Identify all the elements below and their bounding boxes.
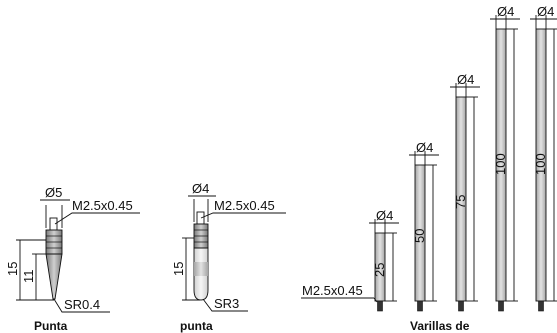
extension-rods-drawing: Ø4 25 Ø4 50 Ø4 75 Ø4 100 Ø4 100 xyxy=(369,4,557,312)
point-tip-diameter-label: Ø5 xyxy=(45,185,62,200)
point-tip-radius-label: SR0.4 xyxy=(64,297,100,312)
rod-length-label-1: 25 xyxy=(372,263,387,277)
ball-tip-thread xyxy=(196,211,205,225)
rod-thread-label: M2.5x0.45 xyxy=(302,283,363,298)
point-tip-total-length-label: 15 xyxy=(5,262,20,276)
rod-length-label-4: 100 xyxy=(493,153,508,175)
ball-tip-drawing: Ø4 M2.5x0.45 15 SR3 punta xyxy=(171,181,286,333)
rod-thread-2 xyxy=(417,300,423,312)
ball-tip-caption: punta xyxy=(180,319,213,333)
rod-diameter-label-4: Ø4 xyxy=(497,4,514,19)
rod-length-label-3: 75 xyxy=(453,195,468,209)
point-tip-cone-length-label: 11 xyxy=(21,270,36,284)
ball-tip-length-label: 15 xyxy=(171,262,186,276)
ball-tip-radius-label: SR3 xyxy=(214,296,239,311)
point-tip-thread-label: M2.5x0.45 xyxy=(72,198,133,213)
rod-thread-1 xyxy=(377,300,383,312)
rod-length-label-2: 50 xyxy=(412,229,427,243)
point-tip-drawing: Ø5 M2.5x0.45 15 11 SR0.4 Punta xyxy=(5,185,140,333)
point-tip-cone xyxy=(45,253,63,300)
rod-thread-3 xyxy=(458,300,464,312)
rod-length-label-5: 100 xyxy=(533,153,548,175)
ball-tip-thread-label: M2.5x0.45 xyxy=(214,198,275,213)
rod-thread-5 xyxy=(538,300,544,312)
point-tip-caption: Punta xyxy=(34,319,68,333)
point-tip-thread xyxy=(49,217,58,231)
rod-diameter-label-1: Ø4 xyxy=(376,208,393,223)
rods-caption: Varillas de xyxy=(410,319,470,333)
rod-thread-4 xyxy=(498,300,504,312)
ball-tip-diameter-label: Ø4 xyxy=(192,181,209,196)
rod-diameter-label-5: Ø4 xyxy=(537,4,554,19)
rod-diameter-label-3: Ø4 xyxy=(457,72,474,87)
rod-diameter-label-2: Ø4 xyxy=(416,140,433,155)
